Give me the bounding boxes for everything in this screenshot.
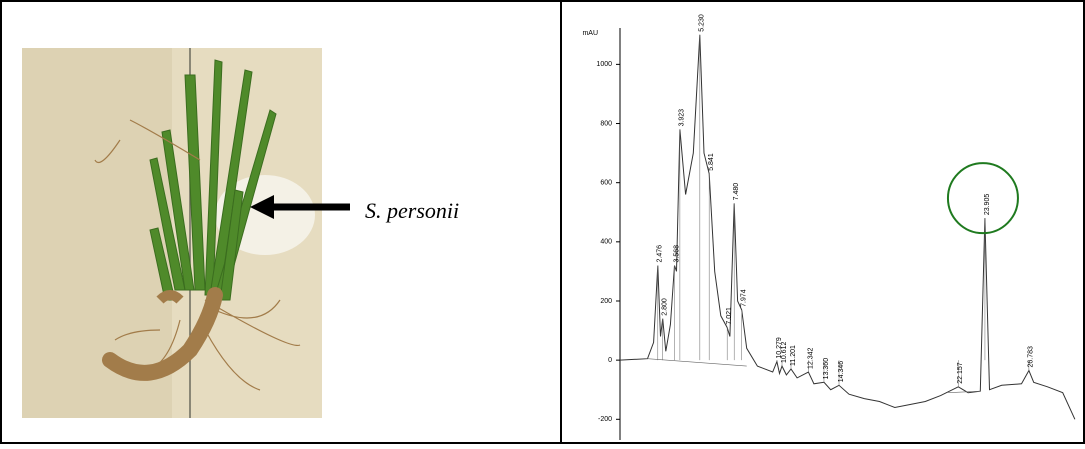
y-tick-label: -200 (598, 416, 612, 423)
y-tick-label: 1000 (596, 61, 612, 68)
peak-label: 10.279 (776, 337, 783, 359)
peak-label: 7.021 (726, 307, 733, 325)
peak-label: 7.480 (733, 183, 740, 201)
highlight-circle (946, 162, 1019, 235)
peak-label: 23.905 (984, 194, 991, 216)
peak-label: 26.783 (1028, 346, 1035, 368)
peak-label: 12.342 (807, 347, 814, 369)
integration-baseline (647, 358, 747, 367)
integration-baseline (948, 390, 981, 393)
peak-label: 5.230 (699, 14, 706, 32)
peak-label: 13.360 (823, 358, 830, 380)
rhizome (94, 119, 301, 391)
peak-label: 5.841 (708, 153, 715, 171)
peak-label: 2.476 (657, 245, 664, 263)
peak-label: 14.346 (838, 361, 845, 383)
arrow (250, 195, 350, 219)
peak-label: 3.568 (673, 245, 680, 263)
peak-label: 3.923 (679, 109, 686, 127)
peak-label: 22.157 (957, 362, 964, 384)
photo-shade (22, 48, 172, 418)
peak-label: 11.201 (790, 345, 797, 366)
y-tick-label: 800 (600, 120, 612, 127)
y-tick-label: 200 (600, 298, 612, 305)
plant-photo (22, 48, 322, 418)
arrow-head (250, 195, 274, 219)
peak-label: 10.612 (781, 342, 788, 364)
y-tick-label: 600 (600, 180, 612, 187)
peak-label: 2.800 (662, 298, 669, 316)
species-label: S. personii (365, 198, 459, 223)
y-tick-label: 400 (600, 239, 612, 246)
y-tick-label: 0 (608, 357, 612, 364)
y-axis-label: mAU (582, 30, 598, 37)
peak-label: 7.974 (741, 289, 748, 307)
